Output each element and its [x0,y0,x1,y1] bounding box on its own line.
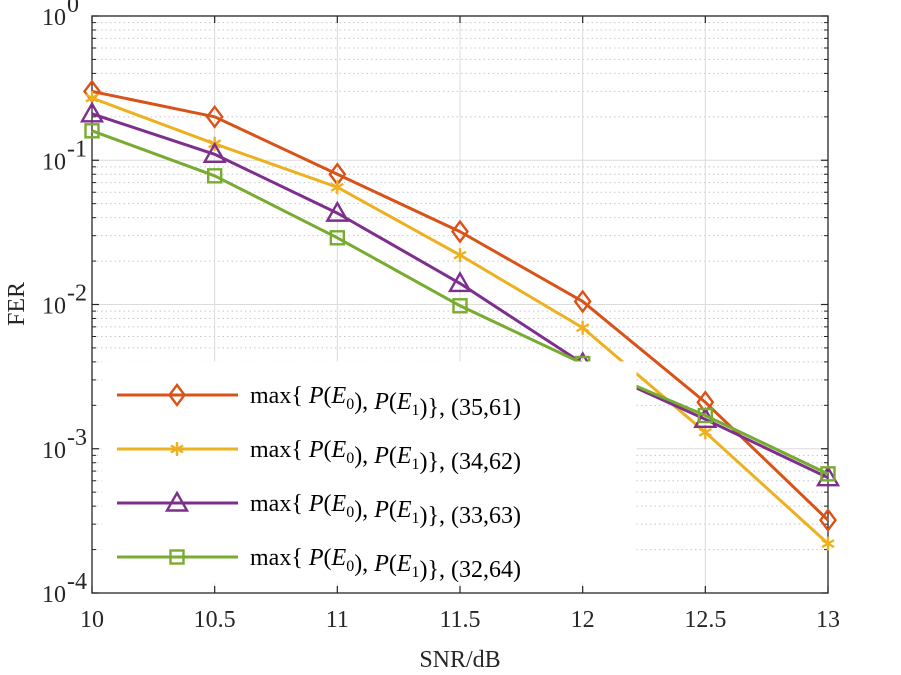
data-point-triangle [447,271,473,293]
x-tick-label: 10 [80,607,104,633]
series-line [91,129,829,476]
data-point-square [206,168,223,184]
data-point-diamond [451,219,469,244]
data-point-square [820,466,836,482]
y-tick-exponent: 0 [67,0,79,18]
x-tick-label: 10.5 [194,607,236,633]
x-tick-label: 12.5 [684,607,726,633]
legend-entry-label: max{ P(E0), P(E1)}, (33,63) [250,491,521,529]
legend: max{ P(E0), P(E1)}, (35,61) max{ P(E0), P… [101,361,637,584]
data-point-square [329,230,346,246]
data-point-square [84,123,100,139]
data-point-asterisk [821,536,835,551]
series-diamond [83,79,837,533]
data-point-square [169,549,185,565]
x-tick-label: 12 [571,607,595,633]
data-point-square [697,407,714,424]
data-point-triangle [79,101,105,123]
data-point-square [452,298,468,314]
data-point-triangle [164,490,190,512]
series-line [91,89,830,522]
data-point-diamond [168,383,186,407]
data-point-triangle [202,141,227,163]
y-tick-label: 10 [42,294,66,320]
y-tick-label: 10 [42,5,66,31]
y-axis-label: FER [4,282,30,326]
data-series [79,79,841,551]
data-point-diamond [205,104,224,129]
data-point-asterisk [170,442,184,456]
series-line [91,112,829,480]
data-point-asterisk [576,320,590,335]
y-tick-label: 10 [42,438,66,464]
y-tick-label: 10 [42,582,66,608]
legend-entry-label: max{ P(E0), P(E1)}, (32,64) [250,545,521,583]
legend-box [101,361,637,584]
data-point-triangle [325,200,350,222]
y-tick-exponent: -3 [67,425,87,451]
x-tick-label: 13 [816,607,840,633]
data-point-asterisk [453,248,467,263]
y-tick-exponent: -2 [67,281,87,307]
data-point-asterisk [330,180,344,195]
y-tick-label: 10 [42,149,66,175]
data-point-diamond [819,508,837,533]
data-point-diamond [696,390,715,415]
data-point-diamond [573,289,592,314]
y-tick-exponent: -1 [67,136,87,162]
x-tick-label: 11.5 [439,607,480,633]
y-tick-exponent: -4 [67,569,87,595]
x-axis-label: SNR/dB [419,647,500,673]
data-point-triangle [815,465,841,487]
legend-entry-label: max{ P(E0), P(E1)}, (34,62) [250,437,521,475]
legend-entry-label: max{ P(E0), P(E1)}, (35,61) [250,383,521,421]
x-tick-label: 11 [326,607,349,633]
